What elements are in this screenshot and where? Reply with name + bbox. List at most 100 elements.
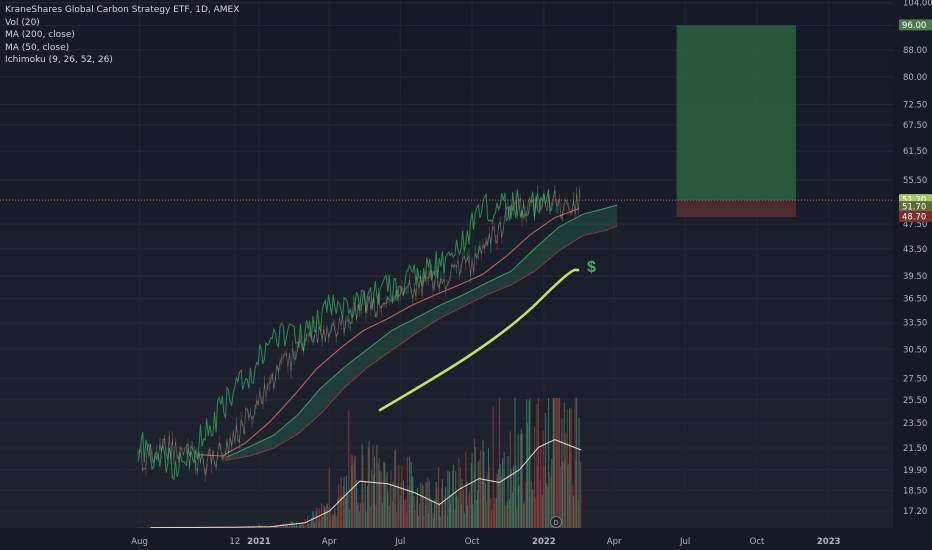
indicator-ma-200[interactable]: MA (200, close): [5, 30, 75, 40]
price-tick-label: 61.50: [903, 147, 927, 157]
volume-bar: [384, 476, 387, 528]
volume-pane: [137, 398, 582, 529]
volume-bar: [530, 480, 532, 528]
price-tick-label: 36.50: [903, 295, 927, 305]
volume-bar: [348, 410, 350, 528]
time-axis-bg: [0, 528, 932, 550]
volume-bar: [578, 417, 580, 528]
volume-bar: [291, 525, 293, 528]
long-position-tool[interactable]: [676, 25, 796, 218]
indicator-volume[interactable]: Vol (20): [5, 17, 40, 28]
volume-bar: [370, 469, 372, 528]
volume-bar: [419, 503, 421, 528]
volume-bar: [282, 523, 284, 528]
price-tick-label: 19.90: [903, 466, 927, 476]
volume-bar: [507, 456, 509, 528]
volume-bar: [427, 476, 429, 528]
volume-bar: [405, 498, 407, 528]
volume-bar: [487, 448, 490, 528]
volume-bar: [434, 499, 436, 528]
volume-bar: [438, 467, 440, 528]
volume-bar: [319, 518, 321, 528]
volume-bar: [423, 515, 425, 528]
volume-bar: [247, 527, 249, 528]
volume-bar: [496, 474, 498, 528]
volume-bar: [541, 494, 543, 528]
volume-bar: [416, 496, 418, 528]
price-tick-label: 21.50: [903, 444, 927, 454]
volume-bar: [363, 502, 365, 528]
volume-bar: [502, 458, 504, 528]
volume-bar: [326, 503, 328, 528]
volume-bar: [576, 398, 578, 528]
volume-bar: [536, 403, 538, 528]
volume-bar: [337, 498, 339, 528]
volume-bar: [565, 432, 567, 528]
volume-bar: [263, 526, 265, 528]
volume-bar: [459, 467, 461, 528]
volume-bar: [331, 513, 333, 528]
volume-bar: [446, 515, 448, 528]
volume-bar: [384, 463, 386, 528]
volume-bar: [364, 482, 366, 528]
volume-bar: [353, 460, 355, 528]
volume-bar: [381, 471, 383, 528]
volume-bar: [520, 429, 522, 528]
volume-bar: [315, 511, 317, 528]
volume-bar: [313, 522, 316, 528]
lagging-span: [137, 188, 551, 481]
volume-bar: [383, 461, 385, 528]
price-label-text: 51.70: [902, 203, 926, 213]
volume-bar: [269, 526, 271, 528]
volume-bar: [580, 461, 582, 528]
volume-bar: [317, 520, 319, 528]
volume-bar: [457, 498, 459, 528]
volume-bar: [402, 480, 404, 528]
volume-bar: [472, 504, 474, 528]
volume-bar: [149, 527, 151, 528]
volume-bar: [340, 476, 342, 528]
volume-bar: [420, 482, 422, 528]
volume-bar: [505, 506, 507, 528]
indicator-ma-50[interactable]: MA (50, close): [5, 42, 70, 53]
indicator-ichimoku[interactable]: Ichimoku (9, 26, 52, 26): [5, 55, 113, 65]
volume-bar: [367, 447, 369, 528]
volume-bar: [452, 470, 454, 528]
volume-bar: [372, 444, 374, 528]
volume-bar: [403, 499, 405, 528]
time-axis[interactable]: Aug 12 2021 Apr Jul Oct 2022 Apr Jul Oct 2023: [0, 528, 932, 550]
volume-bar: [427, 513, 429, 528]
volume-bar: [452, 464, 454, 528]
volume-bar: [562, 461, 564, 528]
volume-bar: [428, 480, 430, 528]
symbol-title[interactable]: KraneShares Global Carbon Strategy ETF, …: [5, 5, 240, 15]
volume-bar: [455, 494, 458, 528]
volume-bar: [357, 502, 359, 528]
volume-bar: [555, 398, 557, 528]
volume-bar: [461, 478, 463, 528]
volume-bar: [302, 525, 305, 528]
volume-bar: [330, 517, 332, 528]
volume-bar: [466, 481, 468, 528]
volume-bar: [531, 489, 533, 528]
volume-bar: [466, 505, 468, 528]
price-tick-label: 104.00: [903, 0, 932, 9]
volume-bar: [435, 482, 437, 528]
price-tick-label: 30.50: [903, 345, 927, 355]
volume-bar: [460, 504, 462, 528]
volume-bar: [569, 451, 572, 528]
volume-bar: [278, 526, 280, 528]
volume-bar: [286, 524, 288, 528]
volume-bar: [368, 440, 370, 528]
volume-bar: [392, 481, 394, 528]
volume-bar: [488, 466, 490, 528]
volume-bar: [339, 496, 341, 528]
volume-bar: [519, 433, 522, 528]
volume-bar: [345, 497, 347, 528]
price-axis[interactable]: 17.20 18.50 19.90 21.50 23.50 25.50 27.50 30.50…: [893, 0, 932, 550]
volume-bar: [438, 502, 440, 528]
volume-bar: [281, 523, 283, 528]
volume-bar: [574, 398, 576, 528]
volume-bar: [526, 423, 529, 528]
